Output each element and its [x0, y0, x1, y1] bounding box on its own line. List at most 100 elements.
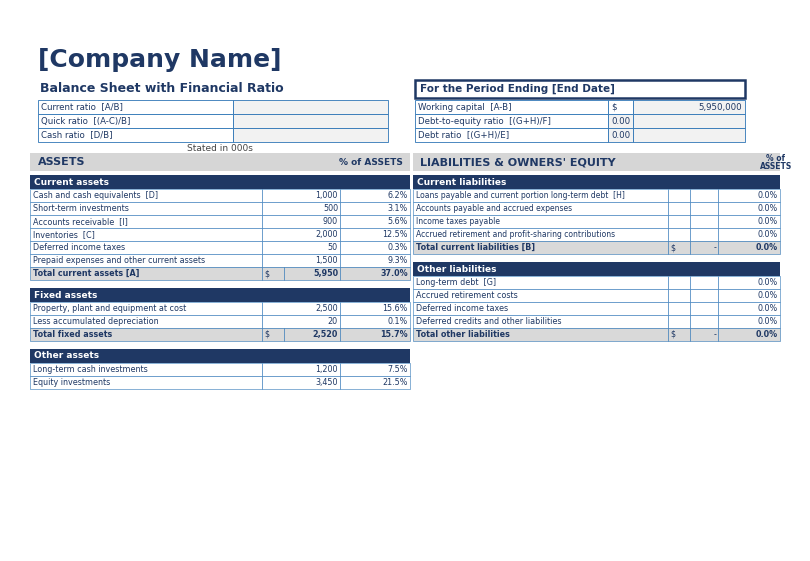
Text: 20: 20	[328, 317, 338, 326]
Bar	[38, 128, 233, 142]
Bar	[690, 302, 718, 315]
Text: -: -	[713, 243, 716, 252]
Bar	[413, 202, 668, 215]
Bar	[608, 114, 633, 128]
Text: $: $	[611, 103, 616, 112]
Text: 0.0%: 0.0%	[757, 230, 778, 239]
Bar	[718, 328, 780, 341]
Bar	[668, 315, 690, 328]
Text: 3.1%: 3.1%	[388, 204, 408, 213]
Bar	[233, 114, 388, 128]
Bar	[30, 254, 262, 267]
Bar	[38, 100, 233, 114]
Text: Less accumulated depreciation: Less accumulated depreciation	[33, 317, 159, 326]
Bar	[340, 376, 410, 389]
Bar	[415, 114, 608, 128]
Bar	[340, 302, 410, 315]
Text: Long-term debt  [G]: Long-term debt [G]	[416, 278, 496, 287]
Bar	[668, 302, 690, 315]
Bar	[718, 241, 780, 254]
Text: Prepaid expenses and other current assets: Prepaid expenses and other current asset…	[33, 256, 205, 265]
Bar	[413, 315, 668, 328]
Text: Total current liabilities [B]: Total current liabilities [B]	[416, 243, 535, 252]
Bar	[690, 189, 718, 202]
Bar	[413, 262, 780, 276]
Text: 0.0%: 0.0%	[757, 317, 778, 326]
Text: Inventories  [C]: Inventories [C]	[33, 230, 95, 239]
Bar	[30, 153, 410, 171]
Bar	[262, 328, 284, 341]
Bar	[718, 302, 780, 315]
Bar	[668, 202, 690, 215]
Text: 0.0%: 0.0%	[756, 243, 778, 252]
Text: 1,000: 1,000	[316, 191, 338, 200]
Bar	[262, 228, 340, 241]
Bar	[30, 202, 262, 215]
Text: Deferred income taxes: Deferred income taxes	[416, 304, 508, 313]
Text: Current liabilities: Current liabilities	[417, 177, 506, 186]
Bar	[262, 202, 340, 215]
Bar	[415, 80, 745, 98]
Bar	[38, 114, 233, 128]
Text: Current ratio  [A/B]: Current ratio [A/B]	[41, 103, 123, 112]
Text: 0.0%: 0.0%	[757, 217, 778, 226]
Text: Short-term investments: Short-term investments	[33, 204, 129, 213]
Bar	[413, 175, 780, 189]
Text: Fixed assets: Fixed assets	[34, 291, 97, 300]
Bar	[415, 100, 608, 114]
Text: ASSETS: ASSETS	[38, 157, 86, 167]
Text: Total other liabilities: Total other liabilities	[416, 330, 509, 339]
Bar	[262, 241, 340, 254]
Text: 15.7%: 15.7%	[381, 330, 408, 339]
Bar	[718, 215, 780, 228]
Bar	[413, 241, 668, 254]
Bar	[30, 228, 262, 241]
Text: 1,200: 1,200	[316, 365, 338, 374]
Bar	[413, 289, 668, 302]
Text: Debt ratio  [(G+H)/E]: Debt ratio [(G+H)/E]	[418, 131, 509, 140]
Bar	[262, 189, 340, 202]
Text: % of ASSETS: % of ASSETS	[339, 158, 403, 167]
Bar	[30, 175, 410, 189]
Text: [Company Name]: [Company Name]	[38, 48, 282, 72]
Bar	[690, 315, 718, 328]
Bar	[690, 328, 718, 341]
Bar	[340, 267, 410, 280]
Bar	[340, 363, 410, 376]
Text: Accrued retirement costs: Accrued retirement costs	[416, 291, 518, 300]
Bar	[262, 215, 340, 228]
Bar	[668, 189, 690, 202]
Bar	[284, 267, 340, 280]
Bar	[30, 189, 262, 202]
Text: 21.5%: 21.5%	[382, 378, 408, 387]
Text: 2,500: 2,500	[315, 304, 338, 313]
Text: 5,950: 5,950	[313, 269, 338, 278]
Text: Deferred income taxes: Deferred income taxes	[33, 243, 125, 252]
Bar	[668, 328, 690, 341]
Bar	[340, 202, 410, 215]
Text: Cash and cash equivalents  [D]: Cash and cash equivalents [D]	[33, 191, 158, 200]
Bar	[718, 202, 780, 215]
Bar	[340, 189, 410, 202]
Bar	[30, 315, 262, 328]
Bar	[668, 289, 690, 302]
Text: 0.3%: 0.3%	[388, 243, 408, 252]
Text: 2,520: 2,520	[313, 330, 338, 339]
Text: Total fixed assets: Total fixed assets	[33, 330, 113, 339]
Text: 500: 500	[323, 204, 338, 213]
Bar	[413, 189, 668, 202]
Bar	[668, 241, 690, 254]
Bar	[633, 128, 745, 142]
Bar	[718, 228, 780, 241]
Bar	[413, 328, 668, 341]
Bar	[340, 228, 410, 241]
Bar	[668, 215, 690, 228]
Text: 6.2%: 6.2%	[388, 191, 408, 200]
Text: Quick ratio  [(A-C)/B]: Quick ratio [(A-C)/B]	[41, 117, 130, 126]
Text: Stated in 000s: Stated in 000s	[187, 144, 253, 153]
Text: $: $	[670, 243, 675, 252]
Bar	[233, 100, 388, 114]
Text: Long-term cash investments: Long-term cash investments	[33, 365, 147, 374]
Bar	[690, 289, 718, 302]
Bar	[30, 267, 262, 280]
